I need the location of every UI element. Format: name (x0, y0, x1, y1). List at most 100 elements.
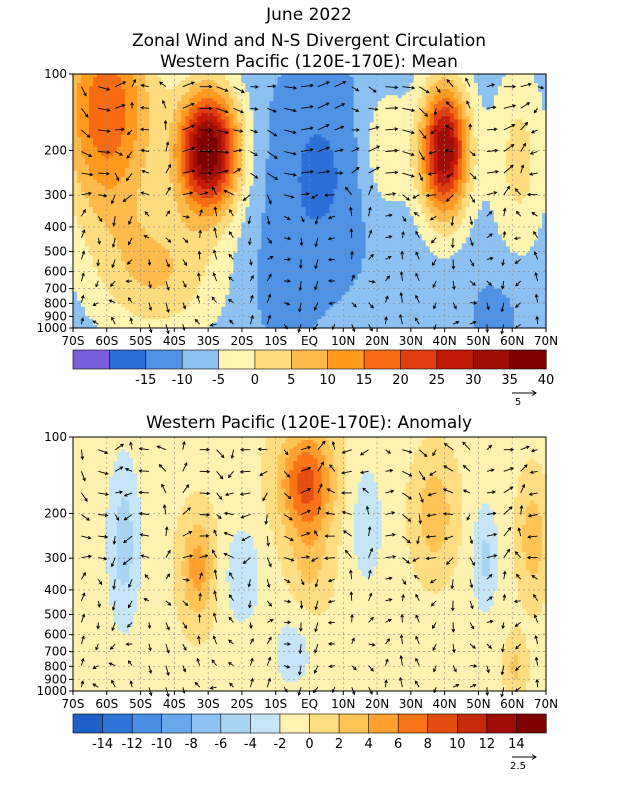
wind-arrow (402, 578, 407, 585)
wind-arrow (80, 680, 85, 688)
wind-arrow (143, 597, 150, 602)
wind-arrow (147, 622, 152, 630)
wind-arrow (140, 191, 150, 196)
wind-arrow (80, 635, 85, 645)
wind-arrow (301, 555, 310, 559)
wind-arrow (213, 227, 218, 238)
wind-arrow (418, 514, 423, 525)
wind-arrow (503, 467, 515, 472)
wind-arrow (216, 492, 223, 500)
wind-arrow (513, 599, 521, 604)
wind-arrow (351, 637, 355, 645)
colorbar-swatch (131, 713, 163, 734)
wind-arrow (385, 555, 397, 559)
wind-arrow (469, 301, 478, 305)
colorbar-swatch (516, 713, 547, 734)
wind-arrow (98, 470, 109, 476)
wind-arrow (92, 665, 99, 669)
wind-arrow (310, 557, 319, 562)
wind-arrow (98, 449, 109, 455)
wind-arrow (351, 665, 357, 671)
wind-arrow (520, 82, 532, 88)
wind-arrow (165, 665, 170, 677)
wind-arrow (131, 78, 137, 87)
wind-arrow (469, 172, 477, 180)
wind-arrow (212, 612, 218, 623)
wind-arrow (199, 447, 211, 452)
colorbar-swatch (472, 349, 511, 370)
wind-arrow (199, 84, 213, 89)
reference-vector-label: 5 (515, 397, 521, 408)
reference-vector-label: 2.5 (510, 761, 526, 772)
wind-arrow (402, 514, 412, 522)
wind-arrow (503, 447, 515, 452)
wind-arrow (486, 169, 500, 174)
wind-arrow (368, 642, 376, 647)
wind-arrow (262, 492, 268, 502)
wind-arrow (529, 470, 538, 475)
wind-arrow (430, 129, 437, 135)
wind-arrow (317, 146, 331, 152)
wind-arrow (412, 194, 420, 199)
colorbar-label: -4 (244, 737, 257, 752)
wind-arrow (165, 186, 171, 195)
wind-arrow (486, 127, 498, 132)
wind-arrow (368, 302, 374, 309)
wind-arrow (486, 148, 499, 153)
wind-arrow (503, 486, 514, 494)
wind-arrow (284, 151, 297, 156)
wind-arrow (229, 572, 234, 580)
wind-arrow (161, 483, 167, 494)
x-tick-label: EQ (301, 334, 318, 348)
wind-arrow (165, 210, 171, 217)
wind-arrow (334, 171, 344, 175)
wind-arrow (385, 255, 392, 260)
wind-arrow (530, 129, 538, 134)
wind-arrow (299, 237, 304, 247)
wind-arrow (97, 237, 101, 245)
wind-arrow (429, 578, 437, 584)
wind-arrow (230, 449, 235, 460)
wind-arrow (233, 129, 244, 133)
y-tick-label: 700 (44, 282, 67, 296)
wind-arrow (486, 619, 494, 624)
wind-arrow (96, 259, 100, 267)
wind-arrow (98, 86, 111, 91)
wind-arrow (416, 535, 420, 545)
wind-arrow (450, 237, 455, 249)
wind-arrow (299, 600, 304, 610)
wind-arrow (112, 579, 116, 590)
wind-arrow (197, 250, 202, 260)
wind-arrow (300, 488, 312, 494)
wind-arrow (466, 100, 471, 109)
wind-arrow (535, 315, 539, 325)
wind-arrow (182, 146, 196, 152)
wind-arrow (140, 127, 150, 132)
reference-vector-head (531, 754, 537, 760)
wind-arrow (368, 86, 377, 93)
y-tick-label: 800 (44, 659, 67, 673)
colorbar-swatch (309, 713, 340, 734)
wind-arrow (442, 488, 454, 494)
wind-arrow (368, 145, 381, 152)
wind-arrow (165, 622, 170, 631)
wind-arrow (138, 490, 150, 495)
wind-arrow (535, 678, 539, 688)
wind-arrow (469, 683, 477, 688)
wind-arrow (502, 593, 507, 601)
wind-arrow (334, 125, 345, 131)
y-tick-label: 100 (44, 430, 67, 444)
wind-arrow (249, 677, 254, 688)
wind-arrow (115, 490, 124, 494)
wind-arrow (520, 164, 525, 174)
anomaly-panel: 70S 60S 50S 40S 30S 20S 10S EQ 10N 20N 30N 40N 50N 60… (36, 430, 558, 711)
wind-arrow (228, 639, 234, 645)
wind-arrow (213, 529, 218, 537)
wind-arrow (209, 323, 217, 327)
colorbar-swatch (218, 349, 256, 370)
wind-arrow (109, 280, 116, 287)
y-tick-label: 800 (44, 296, 67, 310)
wind-arrow (401, 593, 405, 601)
wind-arrow (213, 206, 218, 217)
wind-arrow (129, 317, 134, 325)
